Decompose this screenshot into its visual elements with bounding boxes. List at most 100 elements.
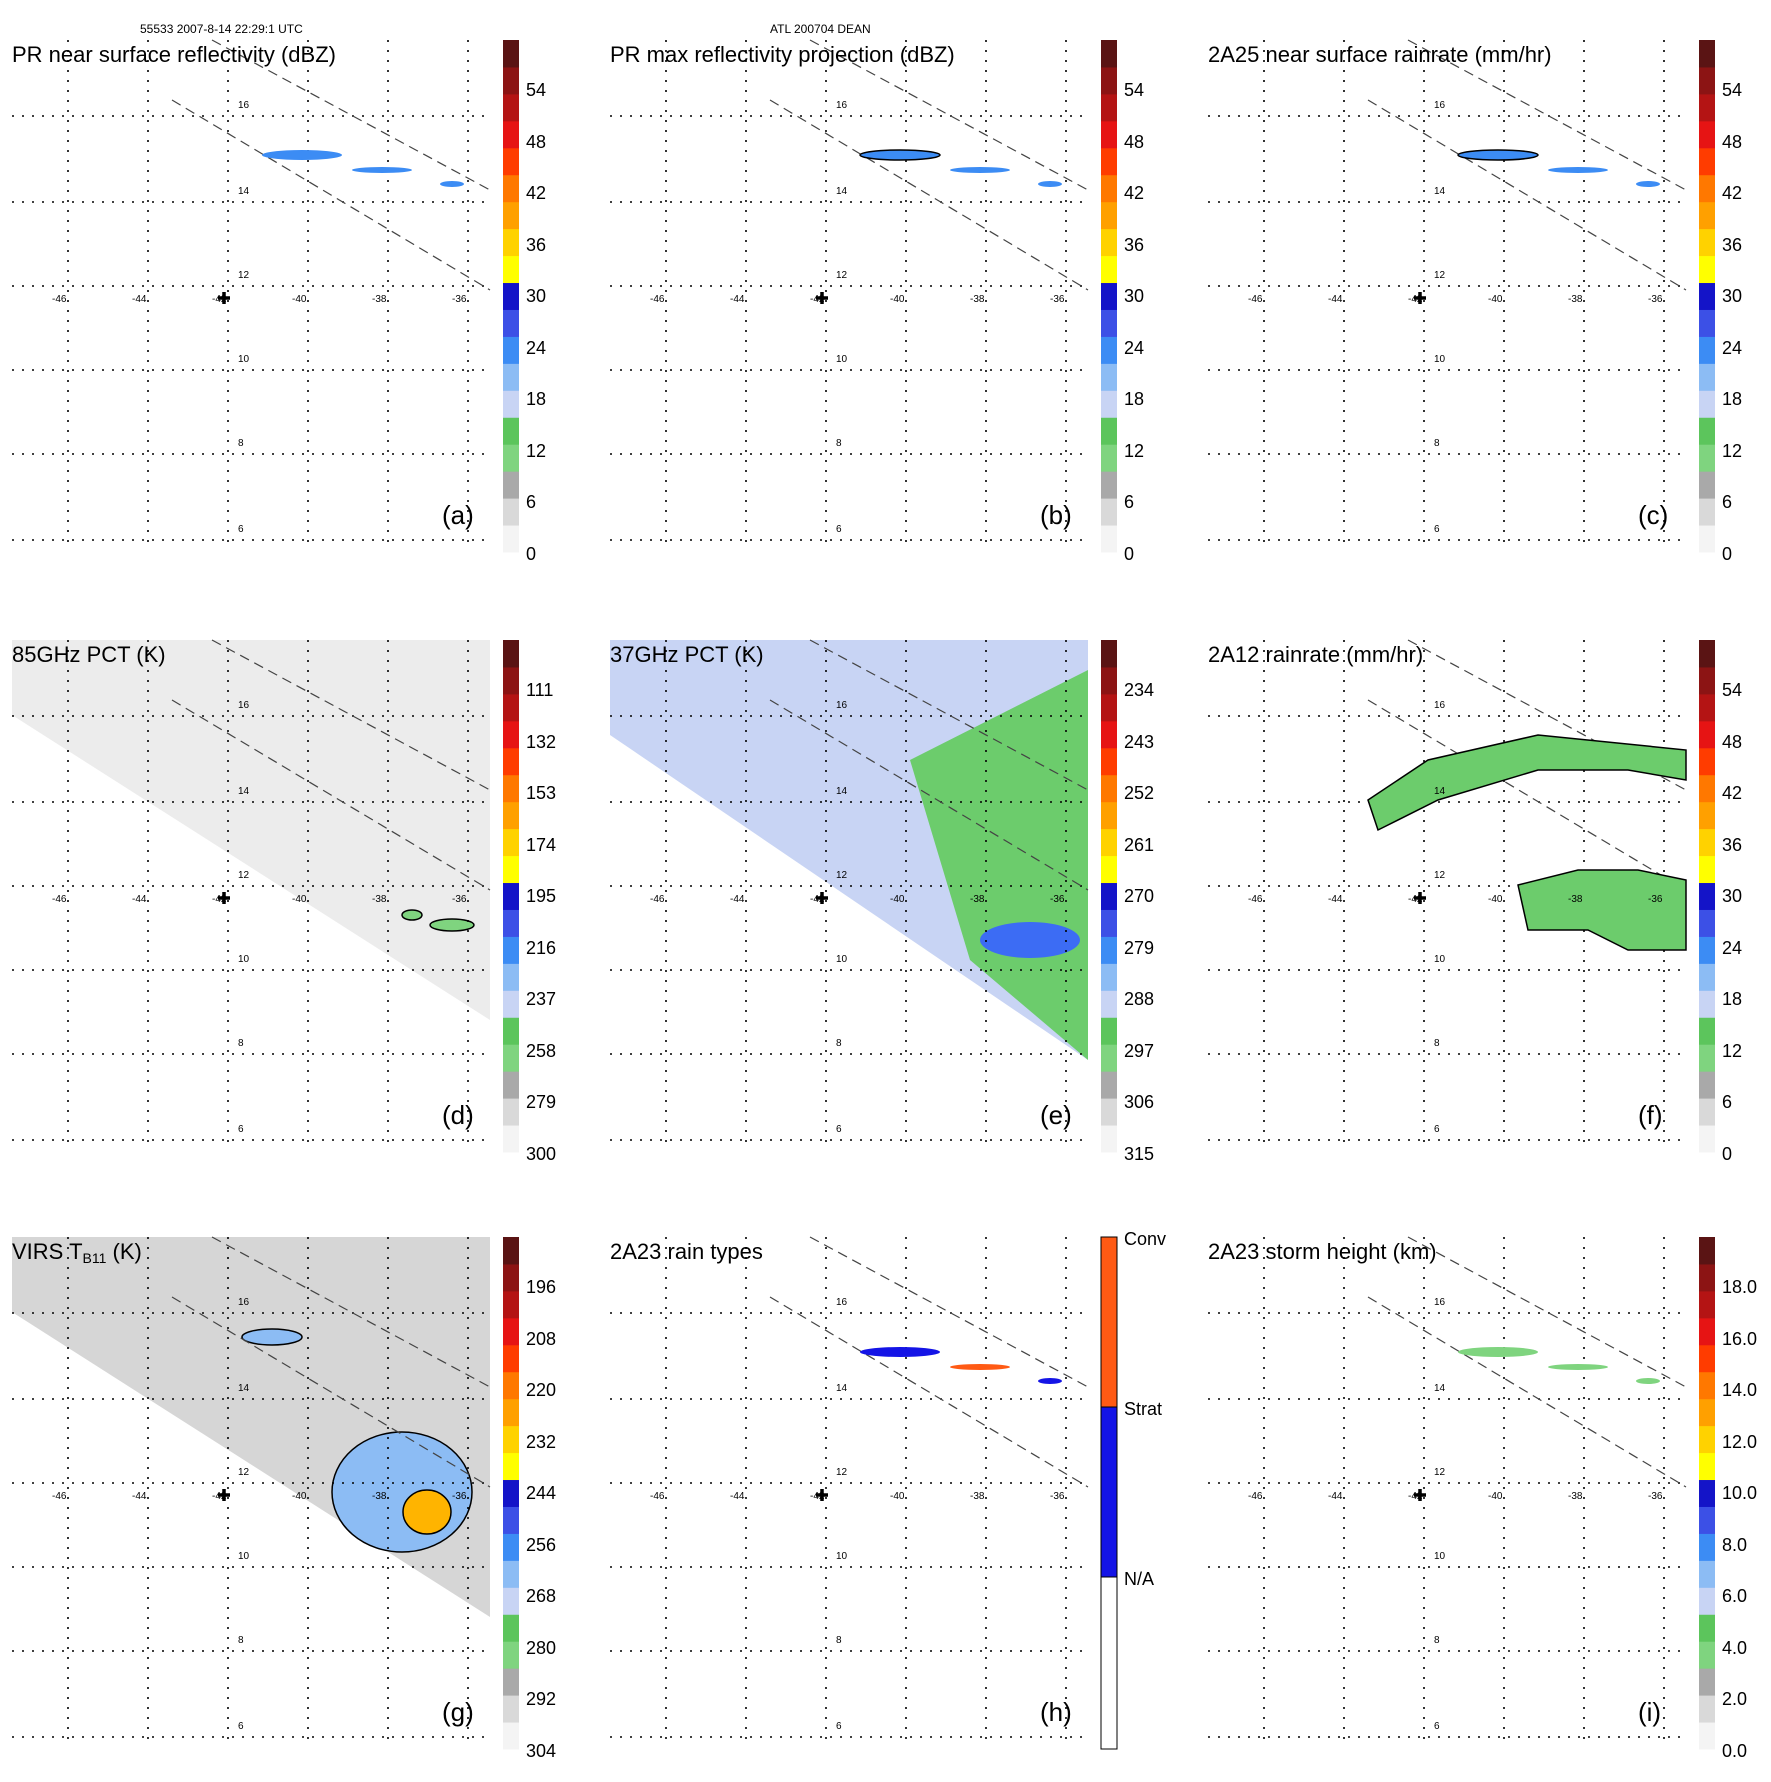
longitude-label: -40 [1488, 1491, 1503, 1502]
colorbar-segment [1699, 1695, 1715, 1723]
colorbar-segment [1101, 228, 1117, 257]
colorbar-tick-label: 12 [1722, 1040, 1743, 1061]
latitude-label: 10 [1434, 954, 1446, 965]
low-pct-region [910, 670, 1088, 1060]
colorbar-segment [503, 1125, 519, 1153]
colorbar-segment [503, 1695, 519, 1723]
longitude-label: -44 [132, 894, 147, 905]
latitude-label: 6 [238, 1124, 244, 1135]
storm-center-plus-icon [1414, 892, 1426, 904]
colorbar-tick-label: 18 [1722, 389, 1743, 409]
colorbar-segment [1699, 1398, 1715, 1427]
panel-letter: (c) [1638, 500, 1669, 530]
colorbar-tick-label: 258 [526, 1040, 557, 1061]
pr-swath-edge [171, 699, 491, 891]
latitude-label: 16 [1434, 1297, 1446, 1308]
colorbar-segment [503, 1290, 519, 1319]
colorbar-tick-label: 42 [1124, 183, 1145, 203]
latitude-label: 8 [836, 1038, 842, 1049]
colorbar [503, 40, 519, 553]
colorbar-segment [1100, 1236, 1118, 1408]
colorbar-tick-label: 12 [526, 440, 547, 461]
pr-swath-edge [171, 1296, 491, 1488]
colorbar-segment [1101, 693, 1117, 722]
panel-letter: (e) [1040, 1100, 1072, 1130]
pr-swath-edge [211, 39, 491, 191]
colorbar-tick-label: 6 [526, 492, 537, 512]
panel-letter: (b) [1040, 500, 1072, 530]
colorbar-segment [503, 1560, 519, 1588]
colorbar-segment [1699, 936, 1715, 964]
colorbar-segment [1699, 498, 1715, 526]
swath-coverage [12, 640, 490, 1020]
colorbar-segment [503, 963, 519, 991]
colorbar-segment [1101, 66, 1117, 95]
colorbar-segment [503, 1263, 519, 1292]
colorbar-segment [1699, 640, 1715, 668]
colorbar-tick-label: 220 [526, 1380, 557, 1400]
longitude-label: -46 [1248, 294, 1263, 305]
colorbar-segment [1101, 147, 1117, 176]
colorbar-segment [1699, 363, 1715, 391]
longitude-label: -44 [730, 1491, 745, 1502]
colorbar-tick-label: 16.0 [1722, 1328, 1758, 1349]
colorbar [503, 640, 519, 1153]
colorbar-segment [1699, 963, 1715, 991]
longitude-label: -44 [132, 294, 147, 305]
colorbar-segment [1699, 1668, 1715, 1696]
longitude-label: -44 [730, 294, 745, 305]
colorbar-segment [1101, 1017, 1117, 1045]
panel-title: 85GHz PCT (K) [12, 642, 166, 667]
longitude-label: -40 [890, 894, 905, 905]
colorbar [503, 1237, 519, 1750]
colorbar-segment [1699, 1044, 1715, 1072]
pr-swath-edge [211, 1236, 491, 1388]
swath-coverage [12, 1237, 490, 1617]
colorbar-tick-label: 54 [1722, 80, 1743, 100]
panel-letter: (a) [442, 500, 474, 530]
colorbar-segment [503, 1533, 519, 1561]
colorbar-segment [503, 693, 519, 722]
colorbar-tick-label: 12 [1722, 440, 1743, 461]
colorbar-tick-label: 279 [526, 1092, 557, 1112]
longitude-label: -44 [730, 894, 745, 905]
map-area [1208, 639, 1687, 1150]
colorbar-segment [1699, 1237, 1715, 1265]
latitude-label: 12 [836, 870, 848, 881]
pr-swath-edge [769, 699, 1089, 891]
colorbar-segment [1101, 666, 1117, 695]
colorbar-segment [1699, 693, 1715, 722]
colorbar [1101, 640, 1117, 1153]
longitude-label: -42 [1408, 1491, 1423, 1502]
rain-echo [1548, 167, 1608, 173]
map-area [610, 639, 1089, 1150]
rain-echo [1636, 1378, 1660, 1384]
latitude-label: 10 [1434, 1551, 1446, 1562]
cloud-region [241, 1328, 303, 1346]
colorbar-tick-label: 297 [1124, 1040, 1155, 1061]
latitude-label: 6 [238, 524, 244, 535]
colorbar-segment [1699, 909, 1715, 937]
longitude-label: -38 [372, 894, 387, 905]
colorbar-tick-label: 196 [526, 1277, 557, 1297]
latitude-label: 12 [238, 1467, 250, 1478]
colorbar-tick-label: 216 [526, 937, 557, 958]
panel-letter: (f) [1638, 1100, 1663, 1130]
colorbar-segment [503, 855, 519, 884]
pr-swath-edge [171, 99, 491, 291]
longitude-label: -40 [890, 1491, 905, 1502]
rain-echo [1038, 1378, 1062, 1384]
colorbar-tick-label: 279 [1124, 937, 1155, 958]
storm-center-plus-icon [1414, 1489, 1426, 1501]
latitude-label: 12 [1434, 1467, 1446, 1478]
colorbar-tick-label: 48 [1124, 131, 1145, 152]
colorbar-segment [1101, 498, 1117, 526]
colorbar-tick-label: 270 [1124, 886, 1155, 906]
colorbar-segment [1101, 640, 1117, 668]
latitude-label: 14 [1434, 1383, 1446, 1394]
colorbar-tick-label: 24 [1124, 337, 1145, 358]
panel-letter: (d) [442, 1100, 474, 1130]
pr-swath-edge [1367, 99, 1687, 291]
colorbar-tick-label: 30 [1124, 286, 1145, 306]
colorbar-segment [503, 1425, 519, 1454]
